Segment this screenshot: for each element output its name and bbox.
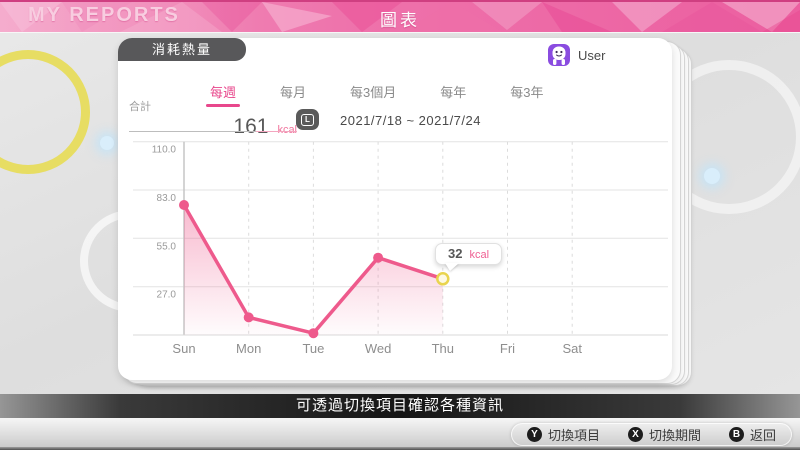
glow-dot-decoration: [100, 136, 114, 150]
svg-text:Sat: Sat: [562, 341, 582, 356]
period-tabs: 每週 每月 每3個月 每年 每3年: [205, 82, 544, 107]
total-underline: [129, 131, 256, 132]
message-bar: 可透過切換項目確認各種資訊: [0, 394, 800, 418]
chart-tooltip: 32 kcal: [435, 243, 503, 265]
b-button-icon: B: [728, 427, 744, 442]
l-button-icon[interactable]: L: [296, 109, 319, 130]
svg-text:Tue: Tue: [302, 341, 324, 356]
control-b[interactable]: B 返回: [728, 425, 776, 444]
svg-text:Thu: Thu: [432, 341, 454, 356]
tab-每3年[interactable]: 每3年: [510, 85, 544, 100]
total-block: 合計 161 kcal: [129, 98, 297, 139]
tab-每年[interactable]: 每年: [440, 85, 467, 100]
user-name: User: [578, 47, 606, 63]
control-x[interactable]: X 切換期間: [627, 425, 701, 444]
total-value: 161: [233, 115, 269, 138]
yellow-ring-decoration: [0, 50, 90, 174]
tooltip-unit: kcal: [469, 249, 490, 261]
date-range: 2021/7/18 ~ 2021/7/24: [340, 113, 481, 128]
control-label: 返回: [749, 428, 776, 443]
tab-每月[interactable]: 每月: [280, 85, 307, 100]
total-unit: kcal: [277, 124, 297, 136]
user-badge: User: [548, 44, 605, 66]
svg-text:Mon: Mon: [236, 341, 261, 356]
user-avatar-icon: [548, 44, 570, 66]
report-card: 消耗熱量 User 每週 每月 每3個月 每年 每3年 合計 161 kcal L 20…: [118, 38, 672, 380]
total-label: 合計: [129, 101, 151, 113]
control-y[interactable]: Y 切換項目: [526, 425, 600, 444]
tooltip-value: 32: [448, 246, 463, 261]
svg-text:Wed: Wed: [365, 341, 392, 356]
svg-text:Sun: Sun: [172, 341, 195, 356]
control-label: 切換期間: [648, 428, 701, 443]
top-bar: MY REPORTS 圖表: [0, 0, 800, 32]
svg-text:27.0: 27.0: [157, 290, 177, 301]
svg-text:110.0: 110.0: [152, 145, 177, 156]
control-hints: Y 切換項目 X 切換期間 B 返回: [511, 423, 792, 446]
glow-dot-decoration: [704, 168, 720, 184]
metric-tab-calories[interactable]: 消耗熱量: [118, 38, 246, 61]
control-label: 切換項目: [547, 428, 600, 443]
app-title: MY REPORTS: [28, 4, 180, 26]
x-button-icon: X: [627, 427, 643, 442]
svg-text:83.0: 83.0: [157, 193, 177, 204]
svg-text:Fri: Fri: [500, 341, 515, 356]
bottom-bar: Y 切換項目 X 切換期間 B 返回: [0, 418, 800, 450]
l-button-glyph: L: [301, 113, 314, 126]
page-title: 圖表: [380, 11, 420, 30]
calorie-chart[interactable]: 110.0 83.0 55.0 27.0 Sun Mon Tue Wed Thu Fri Sat: [118, 138, 672, 366]
y-button-icon: Y: [526, 427, 542, 442]
total-underline-accent: [256, 131, 297, 132]
svg-text:55.0: 55.0: [157, 241, 177, 252]
tab-每3個月[interactable]: 每3個月: [350, 85, 397, 100]
tab-每週[interactable]: 每週: [205, 82, 241, 107]
triangle-pattern-decoration: [0, 2, 800, 32]
